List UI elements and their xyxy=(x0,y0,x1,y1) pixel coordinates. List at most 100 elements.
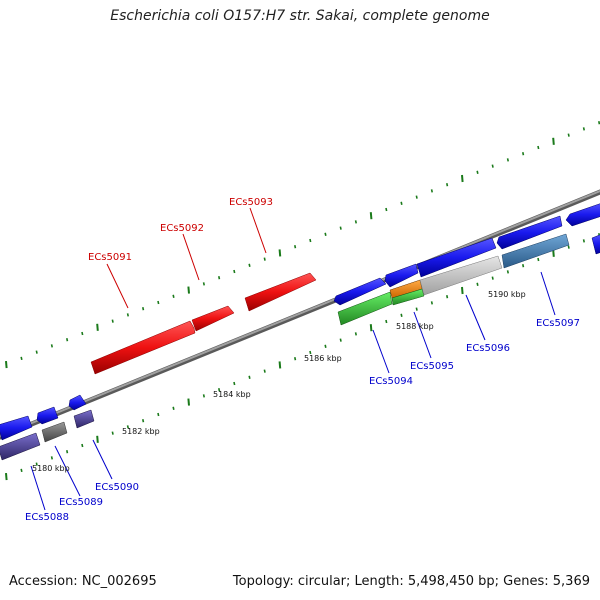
genome-backbone xyxy=(0,189,600,440)
gene-blue-left-2 xyxy=(36,406,59,425)
lower-tick xyxy=(172,406,175,410)
gene-label-ecs5090[interactable]: ECs5090 xyxy=(95,482,139,493)
lower-tick xyxy=(20,468,23,473)
lower-tick xyxy=(430,301,433,305)
upper-tick xyxy=(187,286,190,294)
feature-ecs5097 xyxy=(501,233,570,269)
feature-ecs5094 xyxy=(337,291,393,326)
feature-ecs5090 xyxy=(73,409,95,429)
gene-label-ecs5096[interactable]: ECs5096 xyxy=(466,343,510,354)
gene-blue-c xyxy=(416,237,497,278)
upper-tick xyxy=(598,121,600,125)
upper-tick xyxy=(233,269,236,274)
lower-tick xyxy=(491,276,494,280)
upper-tick xyxy=(582,127,585,131)
gene-label-ecs5097[interactable]: ECs5097 xyxy=(536,318,580,329)
lower-tick xyxy=(278,361,282,369)
lower-tick xyxy=(187,398,190,406)
lower-tick xyxy=(202,394,205,398)
lower-tick xyxy=(5,473,8,481)
gene-label-ecs5088[interactable]: ECs5088 xyxy=(25,512,69,523)
upper-tick xyxy=(552,137,555,145)
feature-ecs5095-green xyxy=(391,288,425,306)
lower-tick xyxy=(263,369,266,373)
scale-label-5184: 5184 kbp xyxy=(213,390,251,399)
upper-tick xyxy=(537,145,540,150)
upper-tick xyxy=(66,338,69,342)
upper-tick xyxy=(339,226,342,230)
gene-label-ecs5089[interactable]: ECs5089 xyxy=(59,497,103,508)
gene-label-ecs5095[interactable]: ECs5095 xyxy=(410,361,454,372)
lower-tick xyxy=(157,412,160,417)
gene-blue-e xyxy=(565,203,600,227)
lower-tick xyxy=(248,375,251,379)
lower-tick xyxy=(81,443,84,448)
lower-tick xyxy=(309,350,312,355)
lower-tick xyxy=(385,319,388,324)
lower-tick xyxy=(476,282,479,286)
upper-tick xyxy=(400,201,403,205)
lower-tick xyxy=(552,249,555,257)
tick-row-lower xyxy=(5,233,600,481)
upper-tick xyxy=(248,263,251,267)
upper-tick xyxy=(309,238,312,243)
upper-tick xyxy=(111,319,114,323)
gene-right-edge xyxy=(591,234,600,255)
lower-tick xyxy=(66,450,69,454)
gene-blue-b xyxy=(384,263,419,288)
feature-ecs5088 xyxy=(0,432,41,461)
lower-tick xyxy=(218,388,221,392)
upper-tick xyxy=(461,174,464,183)
gene-label-ecs5092[interactable]: ECs5092 xyxy=(160,223,204,234)
lower-tick xyxy=(50,456,53,460)
gene-ecs5093 xyxy=(244,272,317,312)
gene-blue-left-1 xyxy=(0,415,33,441)
upper-tick xyxy=(506,158,509,162)
upper-tick xyxy=(202,282,205,286)
gene-blue-left-3 xyxy=(68,394,87,411)
scale-label-5180: 5180 kbp xyxy=(32,464,70,473)
upper-tick xyxy=(385,207,388,212)
lower-tick xyxy=(96,435,99,443)
gene-label-ecs5091[interactable]: ECs5091 xyxy=(88,252,132,263)
upper-tick xyxy=(126,313,129,317)
lower-tick xyxy=(294,357,297,361)
upper-tick xyxy=(354,220,357,224)
upper-tick xyxy=(415,195,418,199)
upper-tick xyxy=(369,212,373,220)
lower-tick xyxy=(506,270,509,274)
scale-label-5186: 5186 kbp xyxy=(304,354,342,363)
gene-ecs5092 xyxy=(191,305,235,332)
feature-ecs5096 xyxy=(419,255,503,296)
scale-label-5182: 5182 kbp xyxy=(122,427,160,436)
upper-tick xyxy=(142,307,145,311)
lower-tick xyxy=(400,313,403,317)
lower-tick xyxy=(142,419,145,423)
lower-tick xyxy=(415,307,418,311)
gene-label-ecs5093[interactable]: ECs5093 xyxy=(229,197,273,208)
gene-ecs5091 xyxy=(90,320,196,375)
upper-tick xyxy=(96,323,99,331)
upper-tick xyxy=(263,257,266,261)
lower-tick xyxy=(354,332,357,336)
feature-ecs5089 xyxy=(41,421,68,443)
lower-tick xyxy=(446,295,449,299)
lower-tick xyxy=(582,239,585,243)
map-title: Escherichia coli O157:H7 str. Sakai, com… xyxy=(110,8,490,24)
lower-tick xyxy=(324,344,327,348)
upper-tick xyxy=(157,300,160,305)
label-leader-lines xyxy=(30,207,556,511)
upper-tick xyxy=(50,344,53,348)
lower-tick xyxy=(537,257,540,262)
upper-tick xyxy=(81,331,84,336)
gene-label-ecs5094[interactable]: ECs5094 xyxy=(369,376,413,387)
tick-row-upper xyxy=(5,121,600,369)
upper-tick xyxy=(430,189,433,193)
upper-tick xyxy=(278,249,282,257)
upper-tick xyxy=(20,356,23,361)
upper-tick xyxy=(522,152,525,156)
scale-label-5188: 5188 kbp xyxy=(396,322,434,331)
upper-tick xyxy=(446,183,449,187)
upper-tick xyxy=(567,133,570,137)
upper-tick xyxy=(172,294,175,298)
